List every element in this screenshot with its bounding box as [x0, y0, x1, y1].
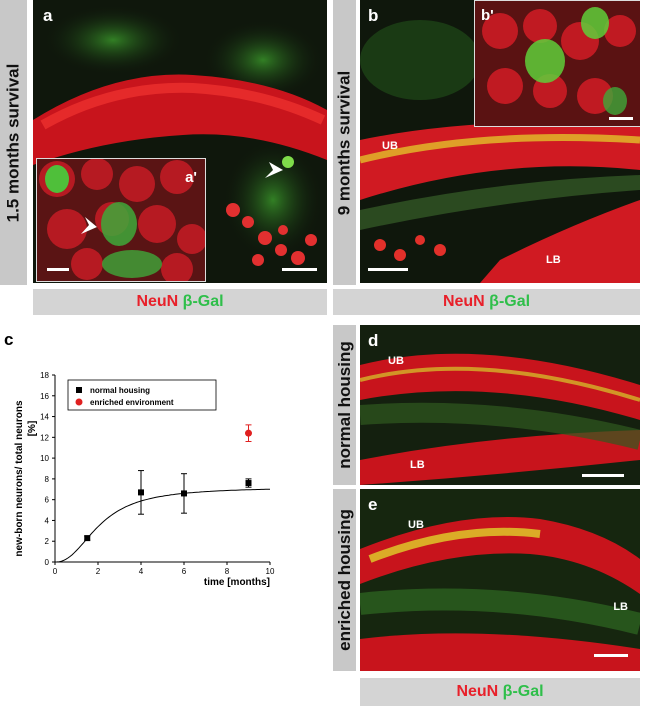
y-tick-label: 4 — [45, 516, 50, 525]
panel-b-side-label: 9 months survival — [333, 0, 356, 285]
panel-e-label: e — [368, 495, 378, 514]
panel-b-inset: b' — [474, 0, 640, 127]
stain-legend-top-right: NeuN β-Gal — [333, 289, 640, 315]
panel-a-inset-scalebar — [47, 268, 69, 271]
y-axis-unit: [%] — [27, 421, 38, 437]
panel-d-ub-label: UB — [388, 355, 404, 367]
panel-e-micrograph: e UB LB — [360, 489, 640, 671]
panel-d-micrograph: d UB LB — [360, 325, 640, 485]
stain-legend-top-left: NeuN β-Gal — [33, 289, 327, 315]
panel-d-lb-label: LB — [410, 459, 425, 471]
panel-e-image — [360, 489, 640, 671]
panel-b-scalebar — [368, 268, 408, 271]
y-tick-label: 14 — [40, 413, 49, 422]
stain-legend-bottom-right: NeuN β-Gal — [360, 678, 640, 706]
y-tick-label: 12 — [40, 433, 49, 442]
data-point — [245, 429, 252, 437]
x-tick-label: 2 — [96, 567, 101, 576]
legend-label: normal housing — [90, 386, 150, 395]
x-tick-label: 8 — [225, 567, 230, 576]
panel-a-side-label: 1.5 months survival — [0, 0, 27, 285]
y-tick-label: 18 — [40, 371, 49, 380]
panel-e-ub-label: UB — [408, 519, 424, 531]
y-tick-label: 10 — [40, 454, 49, 463]
x-axis-label: time [months] — [204, 577, 270, 588]
panel-d-image — [360, 325, 640, 485]
panel-b-ub-label: UB — [382, 140, 398, 152]
data-point — [84, 535, 91, 542]
y-tick-label: 16 — [40, 392, 49, 401]
panel-e-side-label: enriched housing — [333, 489, 356, 671]
legend-marker — [75, 398, 83, 406]
stain-bgal: β-Gal — [489, 293, 531, 310]
panel-b-micrograph: b' b UB LB — [360, 0, 640, 283]
stain-neun: NeuN — [136, 293, 179, 310]
panel-d-side-label: normal housing — [333, 325, 356, 485]
panel-a-inset: a' — [36, 158, 206, 282]
x-tick-label: 10 — [266, 567, 275, 576]
panel-d-scalebar — [582, 474, 624, 477]
panel-e-lb-label: LB — [613, 601, 628, 613]
panel-a-scalebar — [282, 268, 317, 271]
x-tick-label: 4 — [139, 567, 144, 576]
data-point — [138, 489, 144, 496]
legend-box — [67, 379, 217, 411]
panel-b-inset-image — [475, 1, 640, 126]
y-tick-label: 2 — [45, 537, 50, 546]
panel-c-label: c — [4, 330, 14, 349]
data-point — [245, 480, 252, 487]
y-tick-label: 8 — [45, 475, 50, 484]
panel-b-lb-label: LB — [546, 254, 561, 266]
legend-label: enriched environment — [90, 398, 174, 407]
panel-b-inset-label: b' — [481, 7, 494, 24]
stain-neun: NeuN — [456, 683, 499, 700]
panel-d-label: d — [368, 331, 379, 350]
y-axis-label: new-born neurons/ total neurons — [14, 400, 25, 557]
data-point — [181, 490, 187, 497]
stain-neun: NeuN — [442, 293, 485, 310]
y-tick-label: 6 — [45, 496, 50, 505]
stain-bgal: β-Gal — [502, 683, 544, 700]
x-tick-label: 0 — [53, 567, 58, 576]
x-tick-label: 6 — [182, 567, 187, 576]
y-tick-label: 0 — [45, 558, 50, 567]
fit-curve — [54, 488, 271, 563]
panel-b-label: b — [368, 6, 379, 25]
legend-marker — [76, 387, 82, 393]
panel-a-label: a — [43, 6, 53, 25]
stain-bgal: β-Gal — [182, 293, 224, 310]
panel-b-inset-scalebar — [609, 117, 633, 120]
panel-a-micrograph: a' a — [33, 0, 327, 283]
panel-a-inset-label: a' — [185, 169, 197, 186]
panel-e-scalebar — [594, 654, 628, 657]
panel-a-inset-image — [37, 159, 205, 281]
